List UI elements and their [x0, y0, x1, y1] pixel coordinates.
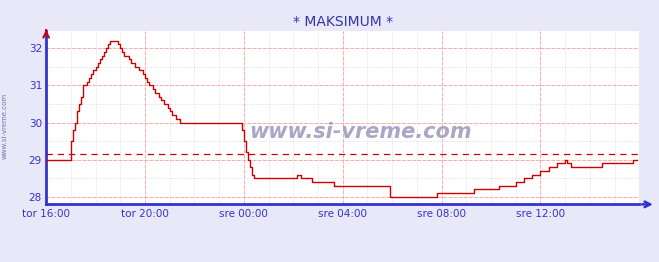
Title: * MAKSIMUM *: * MAKSIMUM *: [293, 15, 393, 29]
Text: www.si-vreme.com: www.si-vreme.com: [1, 93, 8, 159]
Text: www.si-vreme.com: www.si-vreme.com: [249, 122, 472, 142]
